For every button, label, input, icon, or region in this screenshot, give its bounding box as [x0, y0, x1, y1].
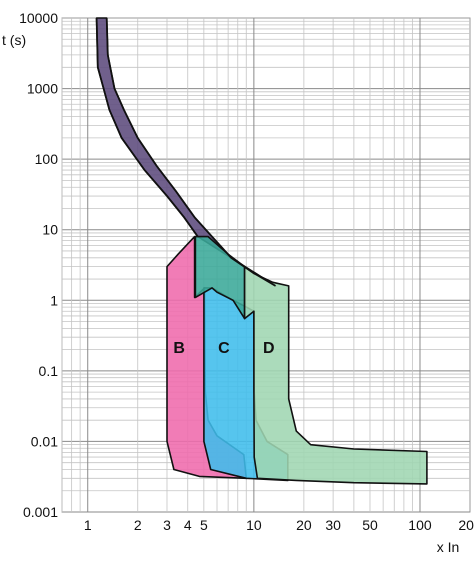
- thermal-upper-line: [105, 17, 276, 287]
- tick-labels: 0.001 0.01 0.1 1 10 100 1000 10000 1 2 3 4 5 10 20 30 50…: [19, 10, 474, 533]
- curve-label-b: B: [173, 340, 185, 357]
- curve-area-c-thermal-overlap: [194, 235, 246, 320]
- curve-label-c: C: [218, 340, 230, 357]
- x-tick-label: 2: [134, 517, 142, 533]
- x-tick-label: 5: [200, 517, 208, 533]
- x-tick-label: 20: [296, 517, 312, 533]
- x-tick-label: 50: [362, 517, 378, 533]
- x-tick-label: 3: [163, 517, 171, 533]
- x-tick-label: 10: [246, 517, 262, 533]
- y-tick-label: 0.1: [39, 363, 59, 379]
- y-tick-label: 0.01: [31, 433, 58, 449]
- y-tick-label: 10000: [19, 10, 58, 26]
- y-axis-title: t (s): [2, 32, 26, 48]
- curve-outlines: B C D: [95, 17, 276, 357]
- y-tick-label: 1: [50, 292, 58, 308]
- curve-label-d: D: [263, 340, 275, 357]
- y-tick-label: 0.001: [23, 504, 58, 520]
- x-axis-title: x In: [437, 539, 460, 555]
- thermal-lower-line: [95, 17, 199, 238]
- y-tick-label: 100: [35, 151, 59, 167]
- y-tick-label: 10: [42, 222, 58, 238]
- x-tick-label: 4: [184, 517, 192, 533]
- curve-area-d: [243, 265, 428, 485]
- x-tick-label: 200: [458, 517, 474, 533]
- x-tick-label: 30: [325, 517, 341, 533]
- x-tick-label: 100: [408, 517, 432, 533]
- x-tick-label: 1: [84, 517, 92, 533]
- y-tick-label: 1000: [27, 81, 58, 97]
